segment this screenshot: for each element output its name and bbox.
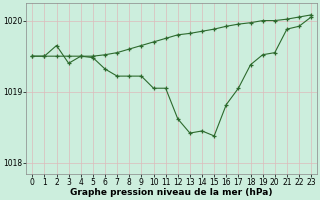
X-axis label: Graphe pression niveau de la mer (hPa): Graphe pression niveau de la mer (hPa) [70, 188, 273, 197]
